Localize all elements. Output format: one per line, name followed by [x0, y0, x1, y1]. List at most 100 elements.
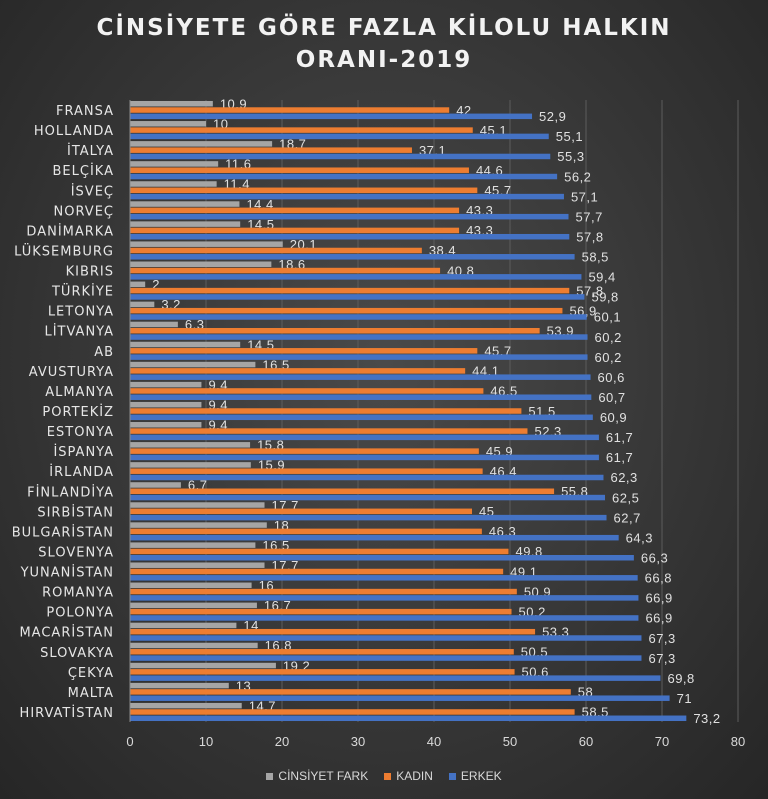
bar — [130, 187, 478, 194]
x-tick-label: 80 — [731, 734, 745, 749]
bar — [130, 462, 251, 468]
bar — [130, 314, 587, 320]
bar — [130, 494, 605, 501]
data-label: 67,3 — [648, 651, 675, 666]
category-label: KIBRIS — [66, 265, 114, 280]
bar — [130, 334, 588, 340]
bar — [130, 502, 265, 508]
data-label: 60,9 — [600, 410, 627, 425]
category-label: ALMANYA — [45, 385, 114, 400]
data-label: 2 — [152, 277, 160, 292]
data-label: 58,5 — [582, 250, 609, 265]
bar — [130, 113, 533, 120]
x-tick-label: 10 — [199, 734, 213, 749]
bar — [130, 193, 564, 200]
category-label: DANİMARKA — [26, 223, 114, 239]
data-label: 71 — [677, 691, 692, 706]
data-label: 52,9 — [539, 109, 566, 124]
data-label: 62,5 — [612, 490, 639, 505]
data-label: 60,7 — [598, 390, 625, 405]
category-label: BULGARİSTAN — [12, 524, 114, 540]
bar — [130, 287, 570, 294]
bar — [130, 528, 482, 535]
data-label: 60,1 — [594, 310, 621, 325]
bar — [130, 628, 536, 635]
data-label: 62,3 — [610, 470, 637, 485]
bar — [130, 422, 202, 428]
category-label: HOLLANDA — [34, 124, 114, 139]
bar — [130, 448, 479, 454]
x-tick-label: 40 — [427, 734, 441, 749]
bar — [130, 522, 267, 528]
data-label: 66,8 — [645, 571, 672, 586]
data-label: 56,2 — [564, 169, 591, 184]
bar — [130, 548, 509, 555]
data-label: 55,1 — [556, 129, 583, 144]
bar — [130, 307, 563, 314]
bar — [130, 207, 460, 214]
legend-item-erkek: ERKEK — [448, 766, 502, 786]
data-label: 60,2 — [595, 350, 622, 365]
bar — [130, 434, 599, 441]
x-tick-label: 30 — [351, 734, 365, 749]
bar — [130, 361, 256, 368]
data-label: 57,8 — [576, 229, 603, 244]
chart-legend: CİNSİYET FARK KADIN ERKEK — [0, 766, 768, 786]
category-label: HIRVATİSTAN — [20, 705, 114, 721]
data-label: 59,4 — [588, 270, 615, 285]
data-label: 61,7 — [606, 450, 633, 465]
category-label: TÜRKİYE — [51, 283, 114, 300]
bar — [130, 247, 422, 254]
bar — [130, 562, 265, 568]
bar — [130, 368, 466, 374]
bar — [130, 408, 522, 414]
category-label: İSPANYA — [53, 444, 114, 460]
bar — [130, 555, 634, 561]
category-label: LETONYA — [48, 305, 114, 320]
bar — [130, 662, 276, 669]
category-label: NORVEÇ — [54, 204, 114, 219]
bar — [130, 468, 483, 474]
x-tick-label: 60 — [579, 734, 593, 749]
category-label: AB — [94, 345, 114, 360]
data-label: 55,3 — [557, 149, 584, 164]
bar — [130, 615, 639, 621]
data-label: 64,3 — [626, 530, 653, 545]
bar — [130, 327, 540, 334]
bar — [130, 649, 514, 655]
bar — [130, 267, 441, 274]
bar — [130, 642, 258, 649]
bar — [130, 301, 155, 308]
data-label: 62,7 — [614, 510, 641, 525]
category-label: AVUSTURYA — [29, 365, 114, 380]
bar — [130, 274, 582, 280]
bar — [130, 689, 571, 695]
category-label: POLONYA — [46, 606, 114, 621]
bar — [130, 622, 237, 629]
data-label: 59,8 — [591, 290, 618, 305]
category-label: BELÇİKA — [53, 163, 114, 179]
bar — [130, 161, 219, 167]
bar — [130, 261, 272, 267]
category-label: SLOVAKYA — [40, 646, 114, 661]
legend-swatch-kadin — [384, 772, 392, 780]
legend-item-fark: CİNSİYET FARK — [266, 766, 368, 786]
legend-swatch-erkek — [448, 772, 456, 780]
legend-item-kadin: KADIN — [384, 766, 433, 786]
bar — [130, 428, 528, 434]
bar — [130, 213, 569, 220]
bar — [130, 534, 619, 541]
category-label: SLOVENYA — [38, 545, 114, 560]
x-tick-label: 20 — [275, 734, 289, 749]
category-label: PORTEKİZ — [42, 404, 114, 420]
category-label: ÇEKYA — [68, 666, 114, 681]
bar — [130, 341, 241, 348]
data-label: 66,3 — [641, 551, 668, 566]
category-label: FİNLANDİYA — [27, 484, 114, 500]
bar — [130, 655, 642, 661]
bar — [130, 588, 517, 595]
category-label: FRANSA — [56, 104, 114, 119]
data-label: 57,7 — [576, 209, 603, 224]
legend-swatch-fark — [266, 772, 274, 780]
